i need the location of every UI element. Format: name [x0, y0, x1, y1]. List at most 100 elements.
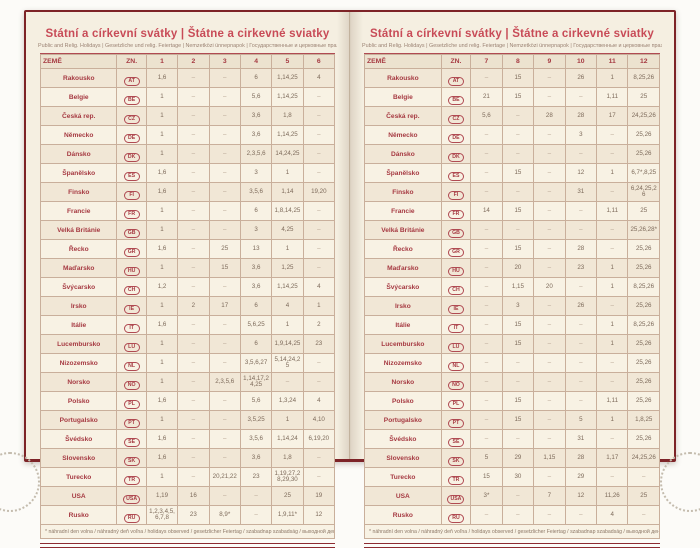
country-cell: Slovensko [364, 448, 442, 468]
table-row: Polsko PL –15– –1,11 25,26 [364, 391, 660, 411]
month-cell: 1 [596, 277, 629, 297]
country-cell: USA [364, 486, 442, 506]
month-cell: – [501, 429, 535, 449]
country-code-badge: RU [447, 514, 464, 523]
table-row: Norsko NO – – – – –25,26 [364, 372, 660, 392]
month-cell: 14 [470, 201, 503, 221]
country-cell: Švýcarsko [39, 277, 118, 297]
table-row: Rusko RU 1,2,3,4,5,6,7,8 23 8,9* –1,9,11* 12 [39, 505, 336, 525]
month-cell: 23 [177, 505, 210, 525]
month-cell: 1,3,24 [271, 391, 304, 411]
month-cell: – [596, 220, 629, 240]
month-cell: – [208, 277, 241, 297]
code-column-header: ZN. [440, 54, 472, 69]
country-code-cell: FI [440, 182, 472, 202]
country-code-badge: PL [123, 400, 140, 409]
country-code-badge: SE [447, 438, 464, 447]
month-cell: 8,25,26 [627, 315, 660, 335]
month-cell: 1 [145, 410, 179, 430]
month-cell: – [470, 125, 503, 145]
photo-background: Státní a církevní svátky | Štátne a cirk… [0, 10, 700, 548]
country-cell: Švédsko [39, 429, 118, 449]
month-cell: 1 [271, 315, 304, 335]
month-cell: – [208, 163, 241, 183]
month-cell: – [177, 448, 210, 468]
country-cell: Finsko [364, 182, 442, 202]
month-cell: – [208, 182, 241, 202]
country-code-cell: FR [440, 201, 472, 221]
month-cell: – [177, 182, 210, 202]
month-cell: – [533, 163, 566, 183]
table-row: Polsko PL 1,6– –5,6 1,3,24 4 [39, 391, 336, 411]
country-cell: Německo [39, 125, 118, 145]
month-cell: 21 [470, 87, 503, 107]
month-cell: 1,9,14,25 [271, 334, 304, 354]
month-cell: 1,14,25 [271, 125, 304, 145]
month-cell: 28 [564, 448, 598, 468]
month-cell: 1 [145, 258, 179, 278]
month-cell: – [470, 182, 503, 202]
country-cell: Norsko [39, 372, 118, 392]
table-row: Slovensko SK 1,6– –3,6 1,8– [39, 448, 336, 468]
table-row: Rakousko AT 1,6– –6 1,14,25 4 [39, 68, 336, 88]
country-code-cell: CZ [116, 106, 147, 126]
month-cell: 29 [564, 467, 598, 487]
month-cell: 15 [208, 258, 241, 278]
table-row: Česká rep. CZ 5,6–28 28 17 24,25,26 [364, 106, 660, 126]
country-code-badge: LU [123, 343, 140, 352]
table-row: Švýcarsko CH 1,2– –3,6 1,14,25 4 [39, 277, 336, 297]
month-cell: 17 [208, 296, 241, 316]
month-cell: 1,6 [145, 163, 179, 183]
month-cell: 1 [145, 353, 179, 373]
month-cell: 2,3,5,6 [239, 144, 273, 164]
month-cell: – [470, 410, 503, 430]
month-cell: 19 [302, 486, 336, 506]
country-code-cell: GB [440, 220, 472, 240]
country-code-badge: GB [123, 229, 140, 238]
country-code-cell: BE [440, 87, 472, 107]
country-code-cell: RU [116, 505, 147, 525]
month-cell: 15 [501, 239, 535, 259]
country-cell: Česká rep. [364, 106, 442, 126]
table-row: Nizozemsko NL – – – – –25,26 [364, 353, 660, 373]
country-code-cell: TR [116, 467, 147, 487]
country-code-badge: IE [123, 305, 140, 314]
month-cell: – [302, 353, 336, 373]
month-cell: 1,14,25 [271, 277, 304, 297]
month-cell: 1 [302, 296, 336, 316]
country-cell: Belgie [39, 87, 118, 107]
country-code-badge: IT [447, 324, 464, 333]
month-cell: – [470, 163, 503, 183]
month-cell: 3 [239, 220, 273, 240]
country-cell: Turecko [364, 467, 442, 487]
month-column-header: 1 [145, 54, 179, 69]
month-cell: – [208, 334, 241, 354]
country-cell: Irsko [39, 296, 118, 316]
month-cell: 20,21,22 [208, 467, 241, 487]
month-cell: 1,14,17,24,25 [239, 372, 273, 392]
country-code-cell: IE [440, 296, 472, 316]
month-cell: 6 [239, 334, 273, 354]
month-cell: – [208, 410, 241, 430]
month-cell: 28 [564, 106, 598, 126]
page-bottom-rule [40, 543, 335, 548]
month-cell: – [501, 486, 535, 506]
country-code-cell: DE [116, 125, 147, 145]
country-code-cell: NL [440, 353, 472, 373]
month-cell: 3 [501, 296, 535, 316]
month-cell: – [177, 429, 210, 449]
month-cell: 1,6 [145, 315, 179, 335]
table-row: Nizozemsko NL 1– –3,5,6,27 5,14,24,25– [39, 353, 336, 373]
month-cell: 25,26 [627, 296, 660, 316]
country-code-cell: LU [440, 334, 472, 354]
country-cell: Francie [39, 201, 118, 221]
month-cell: – [239, 505, 273, 525]
month-cell: – [208, 486, 241, 506]
page-left: Státní a církevní svátky | Štátne a cirk… [26, 12, 350, 548]
diary-spread: Státní a církevní svátky | Štátne a cirk… [26, 12, 674, 548]
month-cell: – [177, 125, 210, 145]
month-cell: 4 [596, 505, 629, 525]
country-cell: Norsko [364, 372, 442, 392]
month-cell: – [564, 144, 598, 164]
month-cell: – [596, 239, 629, 259]
